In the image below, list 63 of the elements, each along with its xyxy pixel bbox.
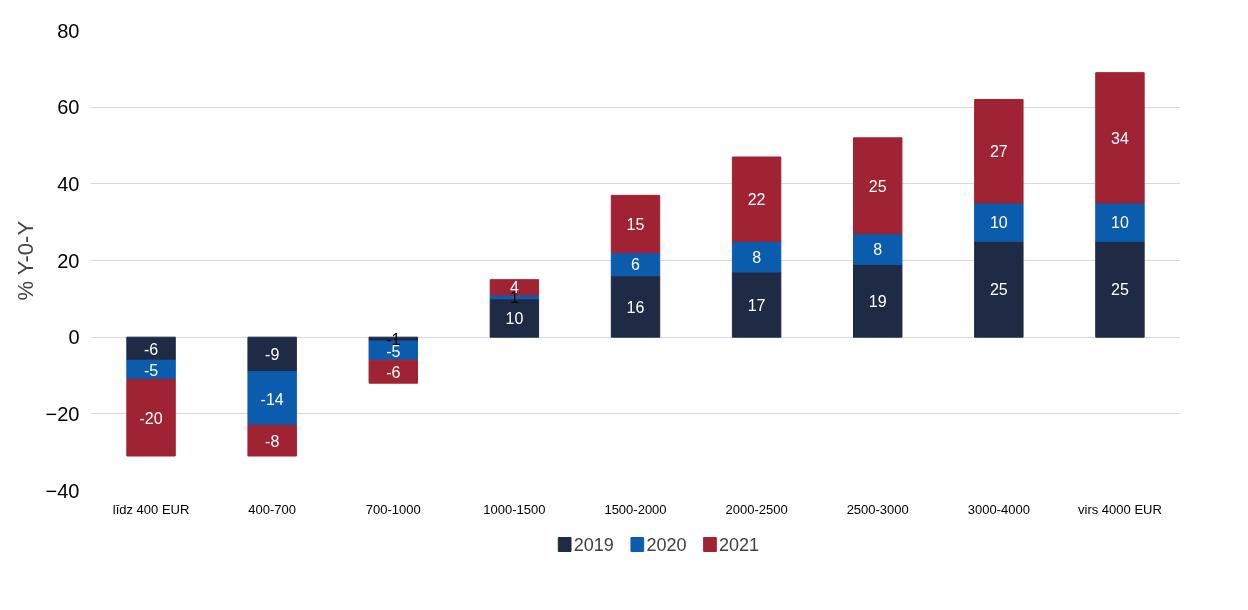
x-tick-label: līdz 400 EUR [112, 501, 190, 517]
data-label: 25 [989, 281, 1008, 299]
bar [731, 240, 782, 273]
bar [1095, 202, 1145, 242]
bar [247, 371, 297, 426]
bar [126, 336, 176, 361]
x-tick-label: 1000-1500 [483, 501, 546, 517]
data-label: 16 [626, 298, 645, 316]
bar [731, 156, 782, 242]
y-tick-label: 20 [57, 249, 80, 272]
bar [853, 263, 903, 338]
data-label: -6 [386, 363, 401, 381]
data-label: 15 [626, 216, 645, 234]
data-label: 25 [868, 177, 887, 195]
y-tick-label: 40 [57, 172, 80, 195]
data-label: -20 [139, 409, 163, 427]
bar [853, 137, 903, 235]
bar [368, 359, 418, 384]
data-label: -5 [143, 361, 159, 379]
legend-label: 2019 [573, 535, 614, 555]
data-label: -14 [260, 390, 284, 408]
data-label: 8 [752, 248, 762, 266]
x-tick-label: 3000-4000 [967, 501, 1030, 517]
bar [247, 336, 297, 373]
data-label: 10 [989, 214, 1008, 232]
x-tick-label: virs 4000 EUR [1078, 501, 1162, 517]
data-label: 19 [868, 292, 887, 310]
bar [974, 99, 1024, 204]
bar [853, 233, 903, 265]
bar [974, 202, 1024, 242]
y-tick-label: 0 [68, 326, 80, 349]
y-axis-title: % Y-0-Y [12, 220, 38, 301]
y-tick-label: −40 [45, 479, 80, 502]
bar [247, 424, 297, 457]
bar [974, 240, 1024, 338]
x-tick-label: 2000-2500 [725, 501, 788, 517]
data-label: 6 [631, 256, 641, 274]
bar [1095, 72, 1145, 204]
data-label: 17 [747, 296, 766, 314]
x-tick-label: 700-1000 [365, 501, 421, 517]
data-label: 10 [505, 310, 524, 327]
bar [731, 271, 782, 338]
data-label: 34 [1111, 129, 1129, 147]
data-label: 8 [873, 241, 883, 258]
x-tick-label: 1500-2000 [604, 501, 667, 517]
data-label: 10 [1111, 214, 1129, 232]
data-label: -6 [143, 340, 159, 358]
bar [1095, 240, 1145, 338]
legend-label: 2020 [646, 535, 687, 555]
bar [610, 275, 661, 338]
bar [610, 194, 661, 254]
data-label: -8 [265, 432, 280, 450]
data-label: 27 [989, 143, 1008, 161]
y-tick-label: 60 [57, 96, 80, 119]
x-tick-label: 2500-3000 [846, 501, 909, 517]
data-label: 25 [1111, 281, 1129, 299]
x-tick-label: 400-700 [248, 501, 297, 517]
y-tick-label: −20 [45, 402, 80, 425]
y-tick-label: 80 [57, 19, 80, 42]
bar [126, 378, 176, 457]
data-label: -9 [265, 346, 280, 364]
data-label: 22 [747, 191, 766, 209]
legend-label: 2021 [719, 535, 760, 555]
